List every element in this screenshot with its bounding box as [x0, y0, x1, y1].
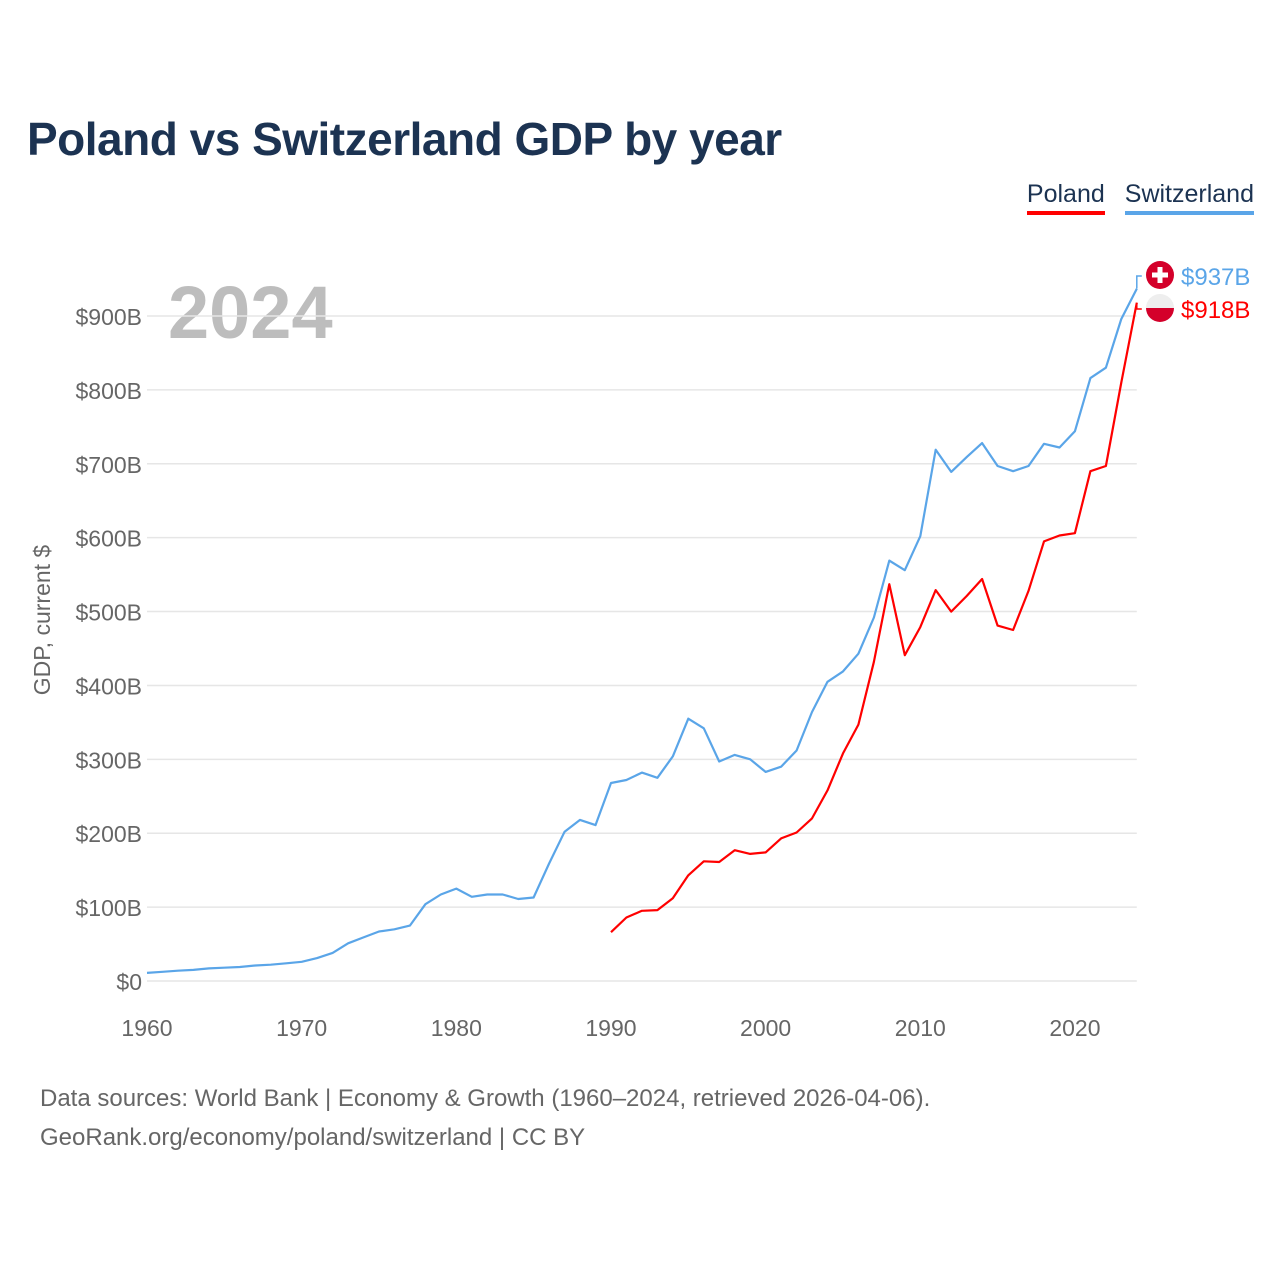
legend: Poland Switzerland — [1026, 180, 1254, 215]
y-tick-label: $0 — [116, 969, 142, 995]
series-line-switzerland — [146, 288, 1138, 974]
y-tick-label: $200B — [75, 821, 142, 847]
switzerland-cross-icon — [1152, 267, 1168, 283]
x-tick-label: 1960 — [121, 1015, 172, 1041]
y-tick-label: $100B — [75, 895, 142, 921]
label-connector — [1136, 275, 1142, 289]
x-tick-label: 2010 — [895, 1015, 946, 1041]
y-tick-label: $300B — [75, 747, 142, 773]
y-tick-label: $400B — [75, 673, 142, 699]
y-tick-label: $800B — [75, 378, 142, 404]
series-line-poland — [610, 302, 1138, 933]
label-connector — [1136, 302, 1142, 310]
end-value-label-switzerland: $937B — [1181, 264, 1250, 291]
end-value-label-poland: $918B — [1181, 297, 1250, 324]
poland-flag-icon — [1146, 308, 1174, 322]
y-axis-label: GDP, current $ — [29, 545, 55, 696]
y-tick-label: $500B — [75, 600, 142, 626]
x-tick-label: 2020 — [1049, 1015, 1100, 1041]
source-url: GeoRank.org/economy/poland/switzerland |… — [40, 1124, 586, 1151]
source-note: Data sources: World Bank | Economy & Gro… — [40, 1085, 931, 1112]
y-tick-label: $900B — [75, 304, 142, 330]
y-tick-label: $600B — [75, 526, 142, 552]
legend-item-switzerland[interactable]: Switzerland — [1124, 180, 1254, 215]
x-tick-label: 2000 — [740, 1015, 791, 1041]
legend-item-poland[interactable]: Poland — [1026, 180, 1105, 215]
x-tick-label: 1970 — [276, 1015, 327, 1041]
x-tick-label: 1980 — [431, 1015, 482, 1041]
year-watermark: 2024 — [168, 271, 333, 354]
y-tick-label: $700B — [75, 452, 142, 478]
x-tick-label: 1990 — [585, 1015, 636, 1041]
chart-title: Poland vs Switzerland GDP by year — [27, 113, 782, 165]
